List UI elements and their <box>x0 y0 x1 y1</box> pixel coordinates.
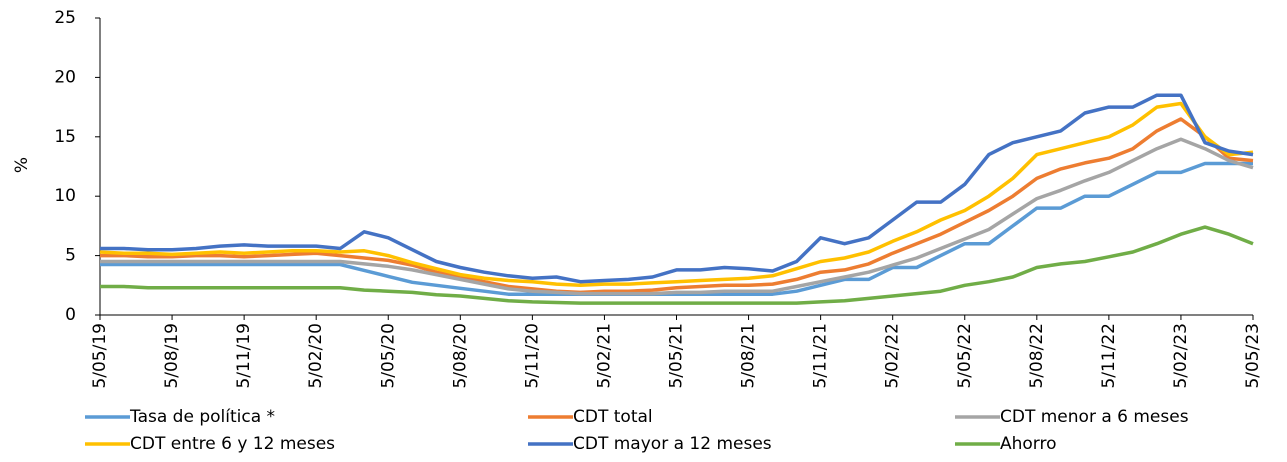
y-tick-label: 5 <box>65 246 76 266</box>
series-line <box>100 93 1254 284</box>
x-tick-label: 5/02/22 <box>883 323 903 389</box>
y-axis-label: % <box>12 157 32 173</box>
legend-label: CDT menor a 6 meses <box>1000 407 1189 427</box>
y-tick-label: 0 <box>65 305 76 325</box>
x-tick-label: 5/02/21 <box>594 323 614 389</box>
x-tick-label: 5/02/20 <box>306 323 326 389</box>
x-tick-label: 5/05/20 <box>378 323 398 389</box>
x-tick-label: 5/11/20 <box>522 323 542 389</box>
legend-label: Tasa de política * <box>129 407 275 427</box>
y-tick-label: 10 <box>54 186 76 206</box>
x-tick-label: 5/08/20 <box>450 323 470 389</box>
legend-label: Ahorro <box>1000 434 1057 454</box>
x-tick-label: 5/05/19 <box>90 323 110 389</box>
x-tick-label: 5/08/21 <box>739 323 759 389</box>
x-tick-label: 5/08/19 <box>162 323 182 389</box>
x-tick-label: 5/11/21 <box>811 323 831 389</box>
x-tick-label: 5/11/19 <box>234 323 254 389</box>
legend-label: CDT total <box>573 407 653 427</box>
x-tick-label: 5/08/22 <box>1027 323 1047 389</box>
x-tick-label: 5/11/22 <box>1099 323 1119 389</box>
x-tick-label: 5/05/23 <box>1243 323 1263 389</box>
legend-label: CDT mayor a 12 meses <box>573 434 772 454</box>
y-tick-label: 25 <box>54 8 76 28</box>
legend-label: CDT entre 6 y 12 meses <box>130 434 335 454</box>
x-tick-label: 5/02/23 <box>1171 323 1191 389</box>
x-tick-label: 5/05/21 <box>667 323 687 389</box>
series-line <box>100 225 1254 305</box>
series-line <box>100 137 1254 296</box>
series-line <box>100 161 1253 296</box>
y-tick-label: 15 <box>54 127 76 147</box>
x-tick-label: 5/05/22 <box>955 323 975 389</box>
series-line <box>100 117 1254 295</box>
series-line <box>99 101 1254 288</box>
y-tick-label: 20 <box>54 67 76 87</box>
